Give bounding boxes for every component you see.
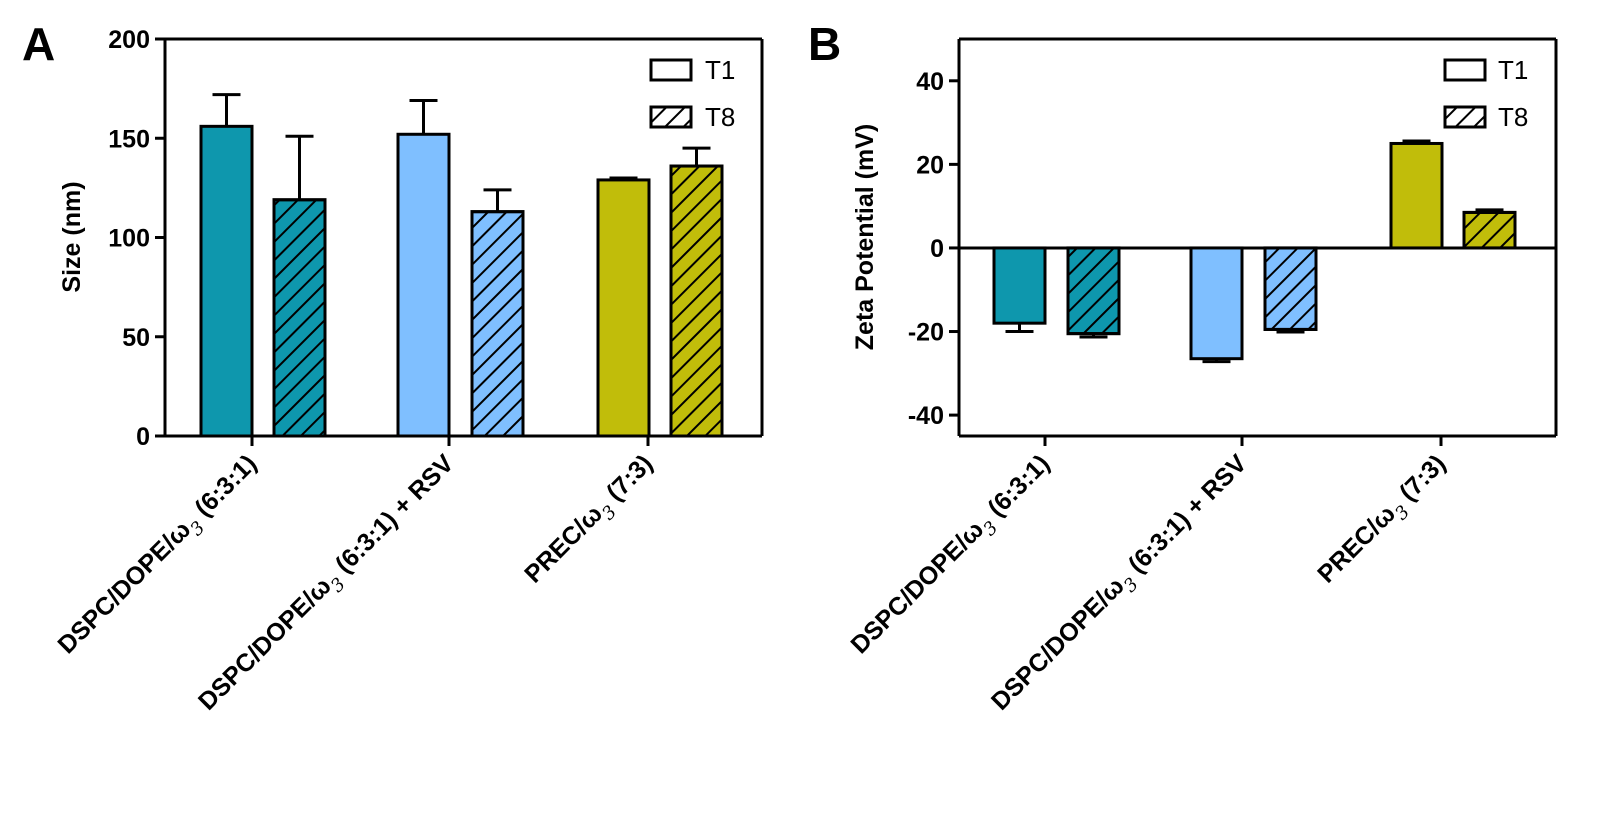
panel-letter: A bbox=[22, 18, 55, 70]
bar-hatch-overlay bbox=[1263, 246, 1318, 331]
panel-b-zeta-chart: B -40 -20 0 20 40 Zeta Potential (mV) DSPC/DOPE… bbox=[808, 18, 1558, 716]
x-category-label: DSPC/DOPE/ω3 (6:3:1) bbox=[52, 449, 267, 664]
bar-t1-2 bbox=[396, 132, 451, 438]
bar-hatch-overlay bbox=[1066, 246, 1121, 336]
y-tick-label: 50 bbox=[122, 324, 150, 352]
panel-letter: B bbox=[808, 18, 841, 70]
y-tick-label: 100 bbox=[108, 225, 150, 253]
y-axis-title: Zeta Potential (mV) bbox=[851, 124, 879, 350]
bar-hatch-overlay bbox=[669, 164, 724, 438]
bar-hatch-overlay bbox=[470, 210, 525, 438]
y-tick-label: 20 bbox=[916, 151, 944, 179]
y-tick-label: 150 bbox=[108, 125, 150, 153]
y-tick-label: 40 bbox=[916, 68, 944, 96]
x-category-label: PREC/ω3 (7:3) bbox=[519, 449, 663, 593]
legend-label-t1: T1 bbox=[705, 55, 735, 85]
legend-label-t8: T8 bbox=[1498, 102, 1528, 132]
y-tick-label: 0 bbox=[136, 423, 150, 451]
bar-t1-1 bbox=[992, 246, 1047, 325]
legend-hatch-overlay bbox=[649, 105, 693, 129]
legend-label-t1: T1 bbox=[1498, 55, 1528, 85]
bar-hatch-overlay bbox=[1462, 210, 1517, 250]
bar-t1-3 bbox=[1389, 141, 1444, 250]
x-category-label: DSPC/DOPE/ω3 (6:3:1) bbox=[845, 449, 1060, 664]
y-tick-label: -20 bbox=[908, 319, 944, 347]
legend-swatch-t1 bbox=[649, 58, 693, 82]
bar-t1-3 bbox=[596, 178, 651, 438]
panel-a-size-chart: A 0 50 100 150 200 Size (nm) DSPC/DOPE/ω3 (6:3:… bbox=[22, 18, 764, 716]
y-tick-label: 0 bbox=[930, 235, 944, 263]
y-axis-title: Size (nm) bbox=[58, 181, 86, 292]
bar-t1-2 bbox=[1189, 246, 1244, 361]
legend-hatch-overlay bbox=[1443, 105, 1487, 129]
legend-label-t8: T8 bbox=[705, 102, 735, 132]
y-tick-label: 200 bbox=[108, 26, 150, 54]
y-tick-label: -40 bbox=[908, 402, 944, 430]
legend-swatch-t1 bbox=[1443, 58, 1487, 82]
bar-t1-1 bbox=[199, 124, 254, 438]
x-category-label: PREC/ω3 (7:3) bbox=[1312, 449, 1456, 593]
bar-hatch-overlay bbox=[272, 198, 327, 438]
